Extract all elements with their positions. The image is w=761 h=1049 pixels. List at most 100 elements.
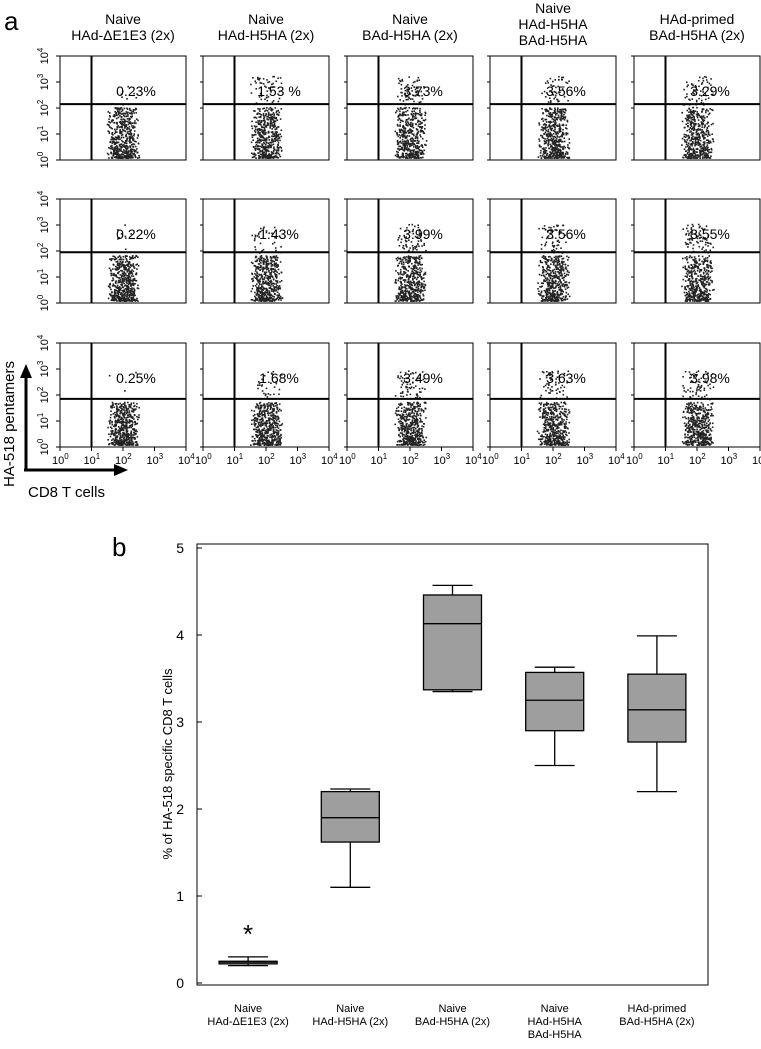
event-dot <box>699 137 701 139</box>
event-dot <box>265 265 268 268</box>
event-dot <box>269 297 271 300</box>
event-dot <box>134 151 136 153</box>
event-dot <box>559 262 561 265</box>
event-dot <box>413 272 416 275</box>
event-dot <box>692 129 695 131</box>
event-dot <box>108 146 110 149</box>
event-dot <box>110 136 113 138</box>
y-tick-label: 101 <box>36 125 51 142</box>
event-dot <box>132 148 134 151</box>
event-dot <box>403 107 406 109</box>
event-dot <box>110 270 112 272</box>
event-dot <box>125 125 128 128</box>
event-dot <box>681 120 684 123</box>
event-dot <box>265 153 267 155</box>
event-dot <box>114 147 117 150</box>
event-dot <box>547 297 550 300</box>
event-dot <box>403 111 405 114</box>
event-dot <box>548 113 551 115</box>
event-dot <box>543 133 546 135</box>
event-dot <box>423 86 425 88</box>
event-dot <box>566 132 569 135</box>
event-dot <box>409 298 412 301</box>
event-dot <box>557 114 560 117</box>
event-dot <box>259 92 262 95</box>
event-dot <box>543 274 545 277</box>
event-dot <box>258 134 260 136</box>
event-dot <box>270 297 272 299</box>
event-dot <box>406 153 408 155</box>
event-dot <box>542 267 544 269</box>
event-dot <box>557 149 559 152</box>
event-dot <box>417 226 420 229</box>
event-dot <box>545 154 548 156</box>
event-dot <box>273 287 276 290</box>
event-dot <box>543 147 545 149</box>
event-dot <box>548 229 551 231</box>
event-dot <box>688 98 690 101</box>
event-dot <box>706 291 708 293</box>
event-dot <box>707 86 709 89</box>
event-dot <box>687 155 690 157</box>
event-dot <box>553 296 555 298</box>
event-dot <box>133 133 135 135</box>
event-dot <box>554 297 556 299</box>
event-dot <box>708 148 711 151</box>
event-dot <box>263 259 265 262</box>
event-dot <box>411 125 413 128</box>
event-dot <box>412 81 415 84</box>
event-dot <box>542 298 544 301</box>
event-dot <box>542 299 544 302</box>
event-dot <box>113 132 116 135</box>
event-dot <box>704 125 706 127</box>
event-dot <box>255 296 257 299</box>
event-dot <box>116 128 118 131</box>
event-dot <box>685 233 687 236</box>
event-dot <box>401 299 403 302</box>
event-dot <box>685 154 687 157</box>
event-dot <box>269 121 272 123</box>
event-dot <box>118 289 121 292</box>
event-dot <box>403 293 405 295</box>
event-dot <box>413 149 416 151</box>
event-dot <box>121 270 124 272</box>
event-dot <box>280 108 283 110</box>
event-dot <box>558 129 561 131</box>
event-dot <box>255 82 257 84</box>
event-dot <box>267 260 269 262</box>
plot-frame <box>59 55 187 161</box>
event-dot <box>271 144 273 146</box>
event-dot <box>118 237 120 239</box>
event-dot <box>555 275 558 277</box>
event-dot <box>704 283 706 286</box>
event-dot <box>548 259 550 261</box>
event-dot <box>115 280 117 282</box>
event-dot <box>111 291 113 293</box>
event-dot <box>114 297 117 300</box>
event-dot <box>551 295 554 297</box>
event-dot <box>120 281 122 283</box>
event-dot <box>699 240 702 242</box>
event-dot <box>119 131 121 134</box>
event-dot <box>545 121 548 123</box>
event-dot <box>412 112 415 115</box>
event-dot <box>405 155 408 157</box>
event-dot <box>690 117 692 120</box>
event-dot <box>275 128 278 130</box>
event-dot <box>269 280 271 283</box>
event-dot <box>404 89 407 92</box>
event-dot <box>406 227 408 229</box>
event-dot <box>270 144 272 147</box>
event-dot <box>261 270 264 273</box>
event-dot <box>711 133 713 135</box>
event-dot <box>419 275 421 277</box>
event-dot <box>259 132 261 134</box>
event-dot <box>568 281 570 284</box>
event-dot <box>689 144 692 146</box>
event-dot <box>692 147 695 150</box>
event-dot <box>564 146 566 149</box>
event-dot <box>705 241 707 244</box>
event-dot <box>421 98 424 100</box>
event-dot <box>404 266 406 268</box>
event-dot <box>118 153 120 155</box>
